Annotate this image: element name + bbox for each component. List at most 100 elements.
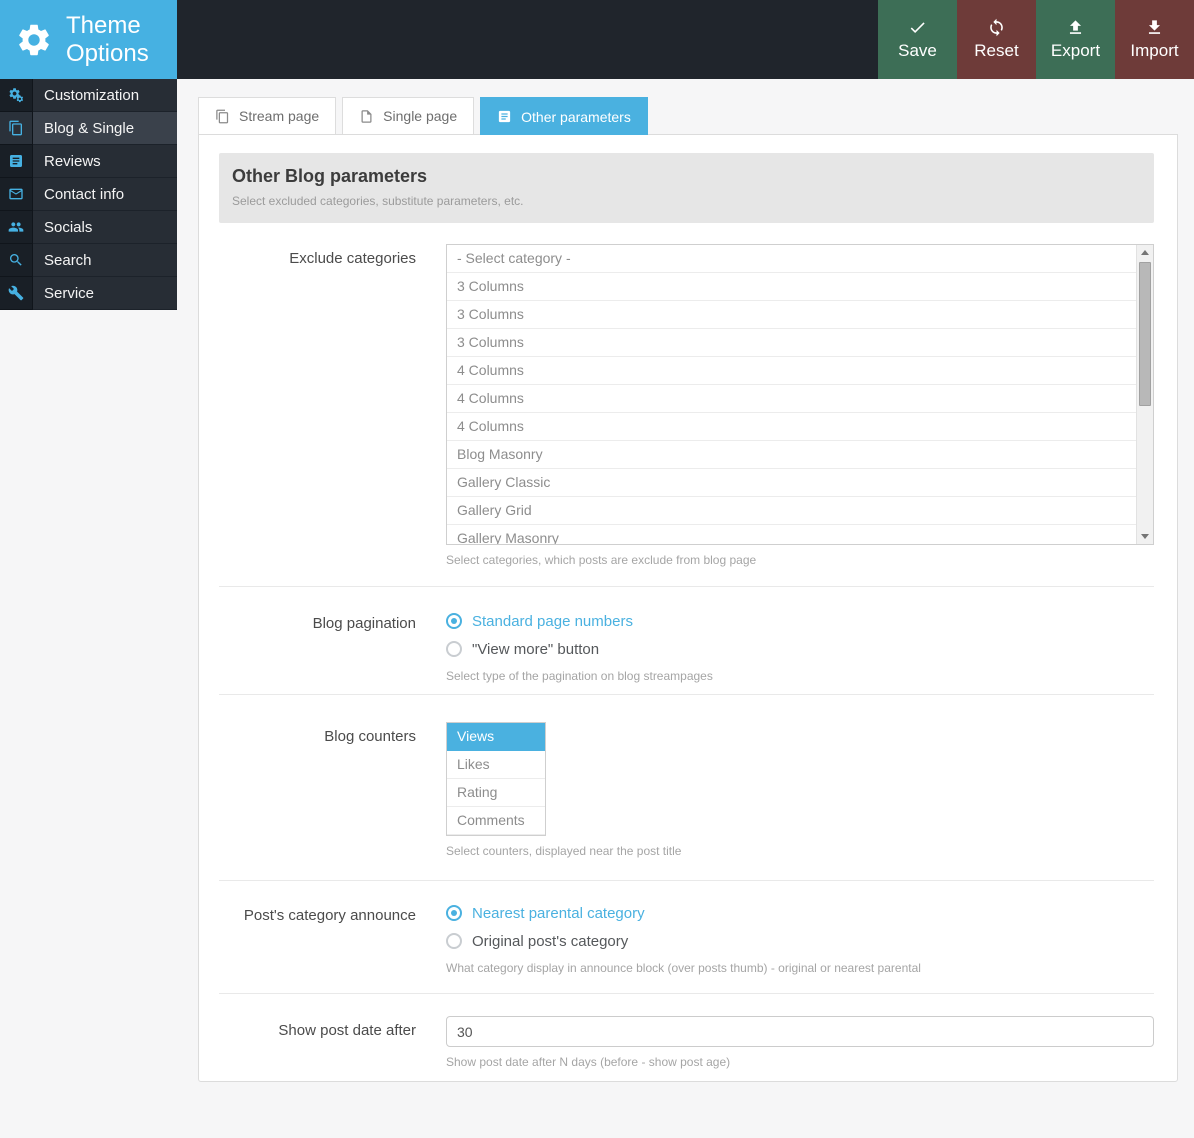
field-label: Blog pagination	[312, 615, 416, 632]
listbox-option[interactable]: 4 Columns	[447, 413, 1153, 441]
radio-unselected-icon	[446, 933, 462, 949]
sidebar: Customization Blog & Single Reviews Cont…	[0, 79, 177, 310]
radio-view-more-button[interactable]: "View more" button	[446, 637, 1154, 661]
listbox-option[interactable]: 4 Columns	[447, 357, 1153, 385]
search-icon	[0, 244, 33, 277]
export-button[interactable]: Export	[1036, 0, 1115, 79]
article-icon	[497, 109, 512, 124]
exclude-categories-listbox[interactable]: - Select category - 3 Columns 3 Columns …	[446, 244, 1154, 545]
sidebar-item-search[interactable]: Search	[0, 244, 177, 277]
save-button[interactable]: Save	[878, 0, 957, 79]
panel-header: Other Blog parameters Select excluded ca…	[219, 153, 1154, 223]
field-help: What category display in announce block …	[446, 961, 921, 975]
logo-title: Theme Options	[66, 11, 149, 67]
sidebar-item-label: Customization	[33, 79, 177, 112]
field-help: Select counters, displayed near the post…	[446, 844, 682, 858]
main-content: Stream page Single page Other parameters…	[198, 97, 1178, 1082]
sidebar-item-label: Reviews	[33, 145, 177, 178]
tab-label: Single page	[383, 108, 458, 124]
panel-subtitle: Select excluded categories, substitute p…	[232, 194, 524, 208]
copy-icon	[215, 109, 230, 124]
form-row-show-post-date: Show post date after Show post date afte…	[219, 994, 1154, 1091]
sidebar-item-customization[interactable]: Customization	[0, 79, 177, 112]
listbox-option[interactable]: - Select category -	[447, 245, 1153, 273]
form-row-exclude-categories: Exclude categories - Select category - 3…	[219, 223, 1154, 587]
radio-label: Original post's category	[472, 932, 629, 950]
import-button[interactable]: Import	[1115, 0, 1194, 79]
sidebar-item-socials[interactable]: Socials	[0, 211, 177, 244]
form-row-category-announce: Post's category announce Nearest parenta…	[219, 881, 1154, 994]
import-button-label: Import	[1130, 41, 1179, 60]
listbox-option[interactable]: 3 Columns	[447, 301, 1153, 329]
scrollbar-thumb[interactable]	[1139, 262, 1151, 406]
blog-counters-listbox[interactable]: Views Likes Rating Comments	[446, 722, 546, 836]
export-button-label: Export	[1050, 41, 1101, 60]
listbox-option[interactable]: 4 Columns	[447, 385, 1153, 413]
sidebar-item-label: Socials	[33, 211, 177, 244]
article-icon	[0, 145, 33, 178]
file-icon	[359, 109, 374, 124]
reset-button[interactable]: Reset	[957, 0, 1036, 79]
sidebar-item-blog-single[interactable]: Blog & Single	[0, 112, 177, 145]
tab-stream-page[interactable]: Stream page	[198, 97, 337, 134]
listbox-option[interactable]: 3 Columns	[447, 329, 1153, 357]
form-row-blog-counters: Blog counters Views Likes Rating Comment…	[219, 695, 1154, 881]
field-label: Show post date after	[278, 1022, 416, 1039]
field-control: Views Likes Rating Comments Select count…	[446, 722, 1154, 859]
listbox-option-likes[interactable]: Likes	[447, 751, 545, 779]
listbox-option[interactable]: Gallery Masonry	[447, 525, 1153, 544]
listbox-option[interactable]: 3 Columns	[447, 273, 1153, 301]
sidebar-item-label: Blog & Single	[33, 112, 177, 145]
listbox-option[interactable]: Gallery Grid	[447, 497, 1153, 525]
listbox-option-rating[interactable]: Rating	[447, 779, 545, 807]
cogs-icon	[0, 79, 33, 112]
form-row-blog-pagination: Blog pagination Standard page numbers "V…	[219, 587, 1154, 695]
reset-button-label: Reset	[974, 41, 1019, 60]
sidebar-item-contact-info[interactable]: Contact info	[0, 178, 177, 211]
show-post-date-input[interactable]	[446, 1016, 1154, 1047]
upload-icon	[1066, 18, 1085, 37]
field-control: Show post date after N days (before - sh…	[446, 1016, 1154, 1070]
tab-label: Stream page	[239, 108, 320, 124]
field-help: Select categories, which posts are exclu…	[446, 553, 757, 567]
check-icon	[908, 18, 927, 37]
scroll-down-arrow[interactable]	[1137, 529, 1153, 544]
field-label: Blog counters	[324, 728, 416, 745]
gear-icon	[15, 21, 53, 59]
field-label: Exclude categories	[289, 250, 416, 267]
tab-other-parameters[interactable]: Other parameters	[480, 97, 648, 135]
field-label: Post's category announce	[243, 907, 416, 924]
radio-nearest-parental-category[interactable]: Nearest parental category	[446, 901, 1154, 925]
topbar-spacer	[177, 0, 878, 79]
sidebar-item-reviews[interactable]: Reviews	[0, 145, 177, 178]
listbox-option[interactable]: Gallery Classic	[447, 469, 1153, 497]
listbox-option-views[interactable]: Views	[447, 723, 545, 751]
radio-original-post-category[interactable]: Original post's category	[446, 929, 1154, 953]
scroll-up-arrow[interactable]	[1137, 245, 1153, 260]
sidebar-item-label: Service	[33, 277, 177, 310]
field-help: Select type of the pagination on blog st…	[446, 669, 713, 683]
radio-selected-icon	[446, 613, 462, 629]
tab-label: Other parameters	[521, 108, 631, 125]
copy-icon	[0, 112, 33, 145]
field-control: - Select category - 3 Columns 3 Columns …	[446, 244, 1154, 568]
wrench-icon	[0, 277, 33, 310]
sidebar-item-service[interactable]: Service	[0, 277, 177, 310]
sidebar-item-label: Contact info	[33, 178, 177, 211]
save-button-label: Save	[898, 41, 937, 60]
listbox-option-comments[interactable]: Comments	[447, 807, 545, 835]
panel-title: Other Blog parameters	[232, 166, 428, 186]
radio-standard-page-numbers[interactable]: Standard page numbers	[446, 609, 1154, 633]
listbox-option[interactable]: Blog Masonry	[447, 441, 1153, 469]
refresh-icon	[987, 18, 1006, 37]
radio-selected-icon	[446, 905, 462, 921]
envelope-icon	[0, 178, 33, 211]
sidebar-item-label: Search	[33, 244, 177, 277]
theme-options-logo[interactable]: Theme Options	[0, 0, 177, 79]
scrollbar[interactable]	[1136, 245, 1153, 544]
field-control: Nearest parental category Original post'…	[446, 901, 1154, 976]
tab-single-page[interactable]: Single page	[342, 97, 475, 134]
settings-panel: Other Blog parameters Select excluded ca…	[198, 134, 1178, 1082]
field-control: Standard page numbers "View more" button…	[446, 609, 1154, 684]
tab-bar: Stream page Single page Other parameters	[198, 97, 1178, 135]
